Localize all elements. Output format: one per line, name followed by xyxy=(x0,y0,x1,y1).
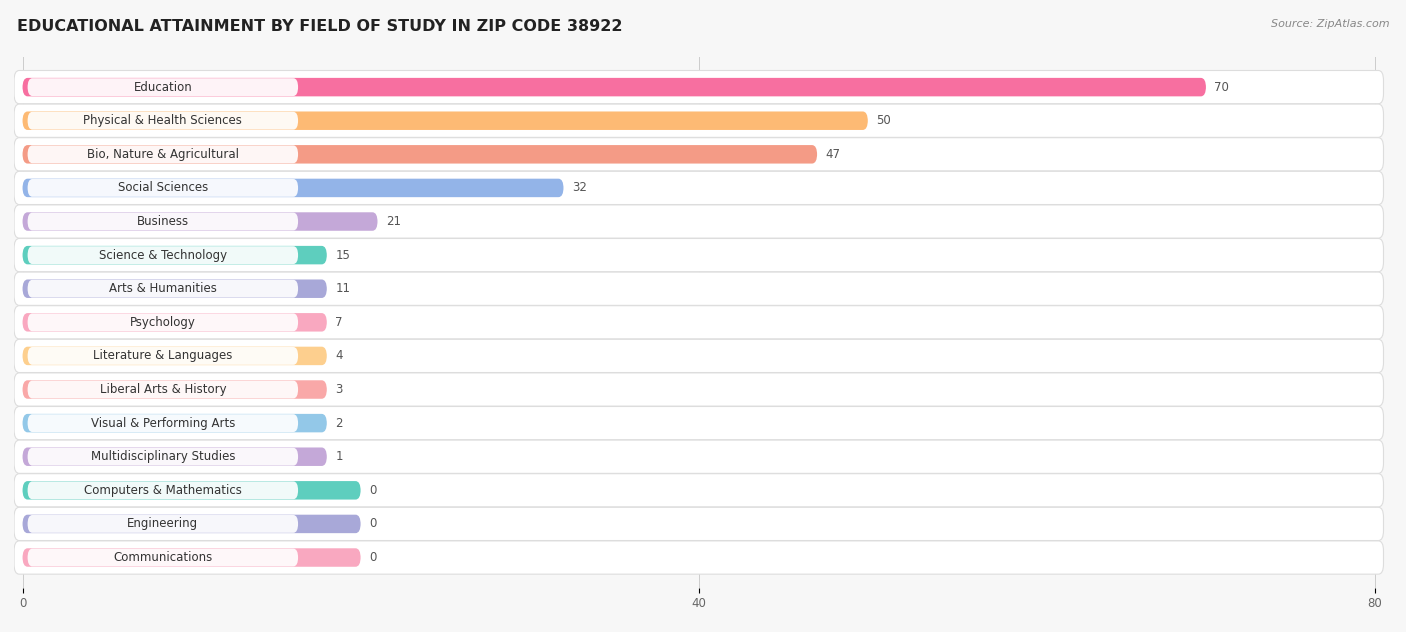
FancyBboxPatch shape xyxy=(14,440,1384,473)
FancyBboxPatch shape xyxy=(28,380,298,398)
FancyBboxPatch shape xyxy=(14,406,1384,440)
FancyBboxPatch shape xyxy=(14,373,1384,406)
Text: Visual & Performing Arts: Visual & Performing Arts xyxy=(90,416,235,430)
Text: 1: 1 xyxy=(335,450,343,463)
FancyBboxPatch shape xyxy=(14,104,1384,137)
Text: Arts & Humanities: Arts & Humanities xyxy=(108,283,217,295)
FancyBboxPatch shape xyxy=(14,138,1384,171)
FancyBboxPatch shape xyxy=(22,514,361,533)
Text: 70: 70 xyxy=(1215,81,1229,94)
FancyBboxPatch shape xyxy=(14,507,1384,540)
FancyBboxPatch shape xyxy=(28,78,298,96)
Text: Science & Technology: Science & Technology xyxy=(98,248,226,262)
Text: 47: 47 xyxy=(825,148,841,161)
Text: Engineering: Engineering xyxy=(128,518,198,530)
Text: EDUCATIONAL ATTAINMENT BY FIELD OF STUDY IN ZIP CODE 38922: EDUCATIONAL ATTAINMENT BY FIELD OF STUDY… xyxy=(17,19,623,34)
FancyBboxPatch shape xyxy=(14,205,1384,238)
FancyBboxPatch shape xyxy=(28,145,298,163)
FancyBboxPatch shape xyxy=(28,280,298,298)
Text: 11: 11 xyxy=(335,283,350,295)
FancyBboxPatch shape xyxy=(22,481,361,499)
Text: Multidisciplinary Studies: Multidisciplinary Studies xyxy=(90,450,235,463)
FancyBboxPatch shape xyxy=(28,212,298,231)
FancyBboxPatch shape xyxy=(14,339,1384,372)
FancyBboxPatch shape xyxy=(28,549,298,566)
FancyBboxPatch shape xyxy=(14,171,1384,205)
FancyBboxPatch shape xyxy=(22,347,326,365)
FancyBboxPatch shape xyxy=(28,515,298,533)
Text: 2: 2 xyxy=(335,416,343,430)
Text: 32: 32 xyxy=(572,181,586,195)
Text: Literature & Languages: Literature & Languages xyxy=(93,349,232,362)
Text: Psychology: Psychology xyxy=(129,316,195,329)
Text: Business: Business xyxy=(136,215,188,228)
FancyBboxPatch shape xyxy=(22,380,326,399)
FancyBboxPatch shape xyxy=(28,347,298,365)
FancyBboxPatch shape xyxy=(22,279,326,298)
FancyBboxPatch shape xyxy=(22,414,326,432)
FancyBboxPatch shape xyxy=(28,246,298,264)
FancyBboxPatch shape xyxy=(22,549,361,567)
FancyBboxPatch shape xyxy=(22,212,378,231)
Text: Physical & Health Sciences: Physical & Health Sciences xyxy=(83,114,242,127)
Text: Social Sciences: Social Sciences xyxy=(118,181,208,195)
FancyBboxPatch shape xyxy=(22,78,1206,96)
Text: Bio, Nature & Agricultural: Bio, Nature & Agricultural xyxy=(87,148,239,161)
Text: 7: 7 xyxy=(335,316,343,329)
Text: Computers & Mathematics: Computers & Mathematics xyxy=(84,484,242,497)
FancyBboxPatch shape xyxy=(14,238,1384,272)
FancyBboxPatch shape xyxy=(14,541,1384,574)
FancyBboxPatch shape xyxy=(22,145,817,164)
FancyBboxPatch shape xyxy=(22,111,868,130)
FancyBboxPatch shape xyxy=(28,112,298,130)
Text: 15: 15 xyxy=(335,248,350,262)
FancyBboxPatch shape xyxy=(28,448,298,466)
Text: 21: 21 xyxy=(387,215,401,228)
Text: 0: 0 xyxy=(370,484,377,497)
Text: Liberal Arts & History: Liberal Arts & History xyxy=(100,383,226,396)
FancyBboxPatch shape xyxy=(14,474,1384,507)
FancyBboxPatch shape xyxy=(14,71,1384,104)
FancyBboxPatch shape xyxy=(14,272,1384,305)
Text: 0: 0 xyxy=(370,551,377,564)
Text: Communications: Communications xyxy=(114,551,212,564)
Text: Education: Education xyxy=(134,81,193,94)
FancyBboxPatch shape xyxy=(28,179,298,197)
Text: 0: 0 xyxy=(370,518,377,530)
Text: Source: ZipAtlas.com: Source: ZipAtlas.com xyxy=(1271,19,1389,29)
FancyBboxPatch shape xyxy=(28,414,298,432)
Text: 50: 50 xyxy=(876,114,891,127)
FancyBboxPatch shape xyxy=(28,313,298,331)
FancyBboxPatch shape xyxy=(14,306,1384,339)
Text: 3: 3 xyxy=(335,383,343,396)
FancyBboxPatch shape xyxy=(22,447,326,466)
FancyBboxPatch shape xyxy=(22,179,564,197)
FancyBboxPatch shape xyxy=(28,482,298,499)
Text: 4: 4 xyxy=(335,349,343,362)
FancyBboxPatch shape xyxy=(22,313,326,332)
FancyBboxPatch shape xyxy=(22,246,326,264)
